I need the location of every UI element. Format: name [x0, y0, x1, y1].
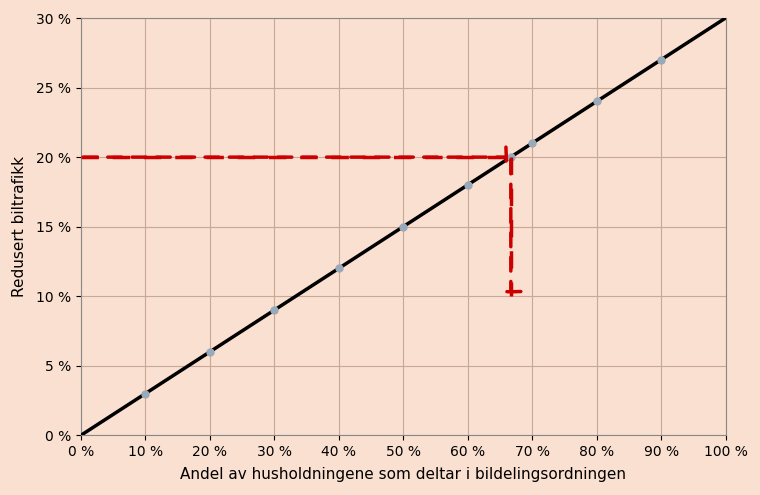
X-axis label: Andel av husholdningene som deltar i bildelingsordningen: Andel av husholdningene som deltar i bil…: [180, 467, 626, 483]
Y-axis label: Redusert biltrafikk: Redusert biltrafikk: [12, 156, 27, 297]
